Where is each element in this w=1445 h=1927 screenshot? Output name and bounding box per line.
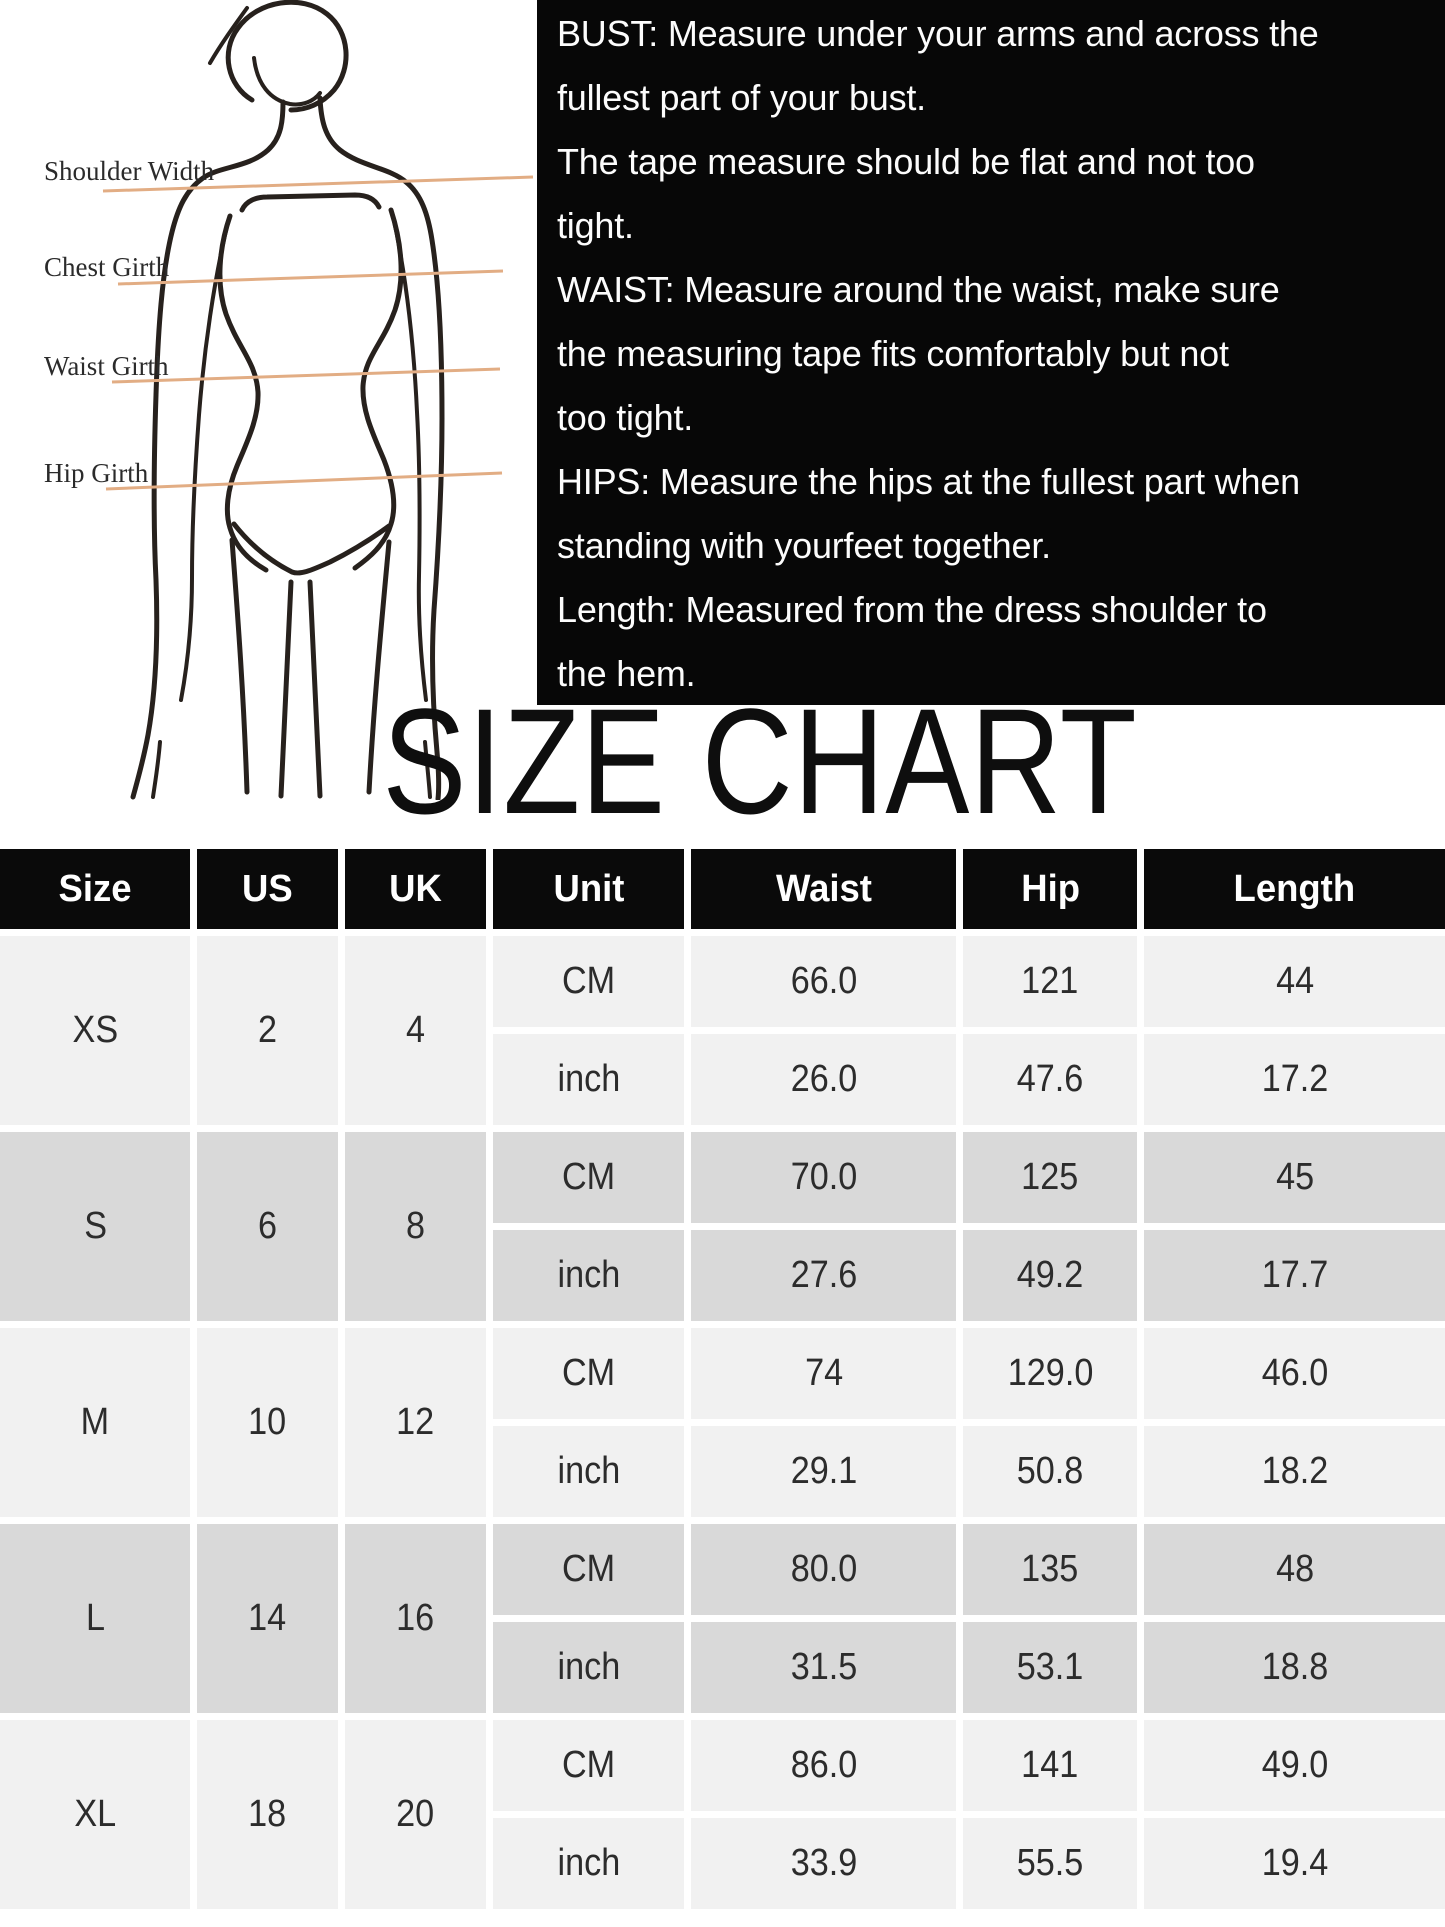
cell-size: M [0,1328,191,1517]
cell-size: L [0,1524,191,1713]
cell-hip-cm: 129.0 [962,1328,1138,1419]
cell-length-inch: 18.8 [1144,1622,1445,1713]
header-cell-length: Length [1144,849,1445,929]
cell-unit-inch: inch [493,1034,685,1125]
left-leg-outer [229,537,250,795]
cell-unit-cm: CM [493,1328,685,1419]
cell-uk: 4 [344,936,486,1125]
right-leg-outer [366,539,392,795]
size-block-xl: XL 18 20 CM 86.0 141 49.0 inch 33.9 55.5… [0,1720,1445,1909]
body-measurement-figure: Shoulder Width Chest Girth Waist Girth H… [44,0,534,800]
header-cell-us: US [197,849,338,929]
cell-waist-inch: 27.6 [691,1230,956,1321]
size-chart-title: SIZE CHART [382,677,1138,845]
cell-waist-inch: 33.9 [691,1818,956,1909]
cell-us: 2 [197,936,338,1125]
shoulder-width-label: Shoulder Width [44,156,215,186]
face-outline [252,56,322,107]
hip-girth-line [105,471,503,491]
header-cell-uk: UK [344,849,486,929]
shoulder-width-line [102,175,534,193]
cell-length-cm: 48 [1144,1524,1445,1615]
cell-hip-cm: 121 [962,936,1138,1027]
bodice-top-edge [239,192,382,213]
cell-unit-inch: inch [493,1230,685,1321]
left-leg-inner [278,579,294,799]
cell-length-cm: 45 [1144,1132,1445,1223]
right-arm-outline [317,95,445,800]
right-hand [423,740,432,799]
hair-strand [208,6,249,65]
cell-length-cm: 49.0 [1144,1720,1445,1811]
cell-hip-inch: 47.6 [962,1034,1138,1125]
cell-length-inch: 17.7 [1144,1230,1445,1321]
cell-length-inch: 18.2 [1144,1426,1445,1517]
cell-unit-cm: CM [493,936,685,1027]
cell-size: XL [0,1720,191,1909]
size-block-xs: XS 2 4 CM 66.0 121 44 inch 26.0 47.6 17.… [0,936,1445,1125]
right-leg-inner [307,579,323,799]
waist-girth-line [111,367,501,384]
cell-uk: 16 [344,1524,486,1713]
table-header-row: Size US UK Unit Waist Hip Length [0,849,1445,929]
chest-girth-label: Chest Girth [44,252,170,282]
cell-us: 18 [197,1720,338,1909]
waist-girth-label: Waist Girth [44,351,169,381]
cell-hip-inch: 50.8 [962,1426,1138,1517]
cell-waist-cm: 86.0 [691,1720,956,1811]
cell-unit-inch: inch [493,1818,685,1909]
cell-unit-cm: CM [493,1524,685,1615]
cell-size: S [0,1132,191,1321]
cell-uk: 8 [344,1132,486,1321]
size-table: Size US UK Unit Waist Hip Length XS 2 4 … [0,849,1445,1916]
header-cell-hip: Hip [962,849,1138,929]
size-block-l: L 14 16 CM 80.0 135 48 inch 31.5 53.1 18… [0,1524,1445,1713]
header-cell-waist: Waist [691,849,956,929]
header-cell-unit: Unit [493,849,685,929]
cell-hip-cm: 141 [962,1720,1138,1811]
cell-waist-inch: 29.1 [691,1426,956,1517]
size-block-s: S 6 8 CM 70.0 125 45 inch 27.6 49.2 17.7 [0,1132,1445,1321]
left-inner-arm [179,220,230,702]
cell-unit-inch: inch [493,1426,685,1517]
hair-outline [225,0,349,113]
cell-us: 10 [197,1328,338,1517]
cell-hip-cm: 135 [962,1524,1138,1615]
left-torso-outline [217,213,269,573]
cell-hip-inch: 49.2 [962,1230,1138,1321]
size-block-m: M 10 12 CM 74 129.0 46.0 inch 29.1 50.8 … [0,1328,1445,1517]
left-arm-outline [130,99,286,800]
cell-waist-inch: 31.5 [691,1622,956,1713]
cell-uk: 20 [344,1720,486,1909]
panty-outline [231,521,392,576]
cell-length-inch: 17.2 [1144,1034,1445,1125]
cell-hip-cm: 125 [962,1132,1138,1223]
chest-girth-line [117,269,504,286]
cell-us: 6 [197,1132,338,1321]
cell-length-cm: 44 [1144,936,1445,1027]
cell-unit-cm: CM [493,1720,685,1811]
cell-waist-cm: 80.0 [691,1524,956,1615]
right-torso-outline [352,207,404,571]
cell-hip-inch: 55.5 [962,1818,1138,1909]
cell-unit-cm: CM [493,1132,685,1223]
measure-instructions-panel: BUST: Measure under your arms and across… [537,0,1445,705]
cell-waist-cm: 74 [691,1328,956,1419]
cell-us: 14 [197,1524,338,1713]
cell-hip-inch: 53.1 [962,1622,1138,1713]
cell-waist-cm: 66.0 [691,936,956,1027]
hip-girth-label: Hip Girth [44,458,149,488]
cell-uk: 12 [344,1328,486,1517]
cell-length-inch: 19.4 [1144,1818,1445,1909]
cell-waist-inch: 26.0 [691,1034,956,1125]
header-cell-size: Size [0,849,191,929]
left-hand [151,740,162,799]
cell-waist-cm: 70.0 [691,1132,956,1223]
cell-length-cm: 46.0 [1144,1328,1445,1419]
cell-unit-inch: inch [493,1622,685,1713]
cell-size: XS [0,936,191,1125]
